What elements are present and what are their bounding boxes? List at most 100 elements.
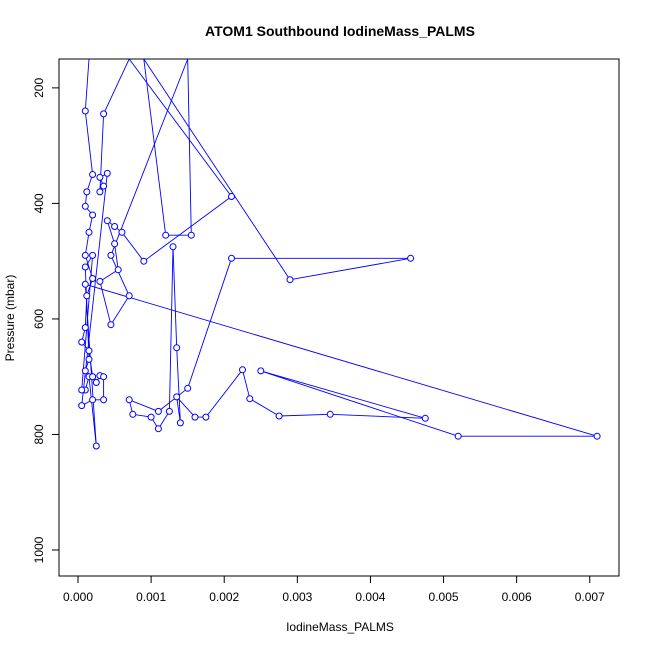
series-segment — [85, 283, 598, 437]
series-segment — [128, 58, 232, 197]
series-segment — [114, 243, 119, 270]
series-segment — [279, 413, 331, 417]
data-point — [162, 231, 170, 239]
data-point — [107, 251, 115, 259]
data-point — [83, 292, 91, 300]
series-segment — [242, 369, 251, 399]
data-point — [81, 280, 89, 288]
x-tick-label: 0.005 — [429, 590, 459, 604]
data-point — [140, 257, 148, 265]
data-point — [114, 266, 122, 274]
data-point — [100, 396, 108, 404]
data-point — [228, 193, 235, 200]
data-point — [100, 110, 108, 118]
data-point — [103, 217, 111, 225]
data-point — [85, 347, 93, 355]
y-axis: 200 400 600 800 1000 — [32, 78, 59, 563]
data-point — [118, 228, 126, 236]
data-point — [96, 277, 104, 285]
series-segment — [330, 413, 426, 419]
series-segment — [143, 196, 232, 262]
x-axis-label: IodineMass_PALMS — [286, 620, 394, 634]
data-point — [83, 188, 91, 196]
data-point — [100, 182, 108, 190]
plot-border — [58, 58, 620, 577]
data-point — [111, 240, 119, 248]
data-point — [228, 254, 235, 262]
data-point — [89, 275, 97, 282]
series-segment — [187, 258, 232, 389]
data-point — [78, 402, 86, 410]
data-point — [154, 425, 162, 433]
x-axis: 0.000 0.001 0.002 0.003 0.004 0.005 0.006 0.007 — [63, 576, 605, 604]
series-segment — [260, 370, 459, 437]
chart-title: ATOM1 Southbound IodineMass_PALMS — [205, 23, 475, 39]
data-point — [286, 276, 294, 284]
series-segment — [129, 399, 159, 412]
data-point — [96, 188, 104, 196]
x-tick-label: 0.003 — [282, 590, 312, 604]
data-point — [154, 407, 162, 415]
data-point — [173, 393, 181, 401]
series-segment — [172, 246, 178, 348]
data-point — [147, 413, 155, 421]
series-lines — [81, 58, 598, 447]
series-segment — [110, 255, 130, 296]
data-point — [176, 419, 184, 427]
data-point — [202, 413, 210, 421]
series-segment — [110, 295, 130, 325]
plot-area: 0.000 0.001 0.002 0.003 0.004 0.005 0.006 0.007… — [32, 58, 620, 604]
x-tick-label: 0.000 — [63, 590, 93, 604]
data-point — [81, 202, 89, 210]
data-point — [81, 263, 89, 271]
data-point — [89, 396, 97, 404]
y-tick-label: 400 — [32, 193, 46, 213]
series-points — [78, 107, 601, 450]
data-point — [89, 211, 97, 219]
data-point — [165, 407, 173, 415]
series-segment — [106, 220, 116, 244]
x-tick-label: 0.002 — [209, 590, 239, 604]
data-point — [454, 432, 462, 440]
data-point — [92, 379, 100, 386]
y-tick-label: 600 — [32, 309, 46, 329]
data-point — [593, 432, 601, 440]
x-tick-label: 0.001 — [136, 590, 166, 604]
series-segment — [84, 232, 90, 256]
series-segment — [143, 58, 167, 236]
series-segment — [84, 110, 94, 175]
data-point — [275, 412, 283, 420]
y-tick-label: 1000 — [32, 536, 46, 563]
data-point — [169, 243, 177, 251]
data-point — [89, 373, 97, 381]
data-point — [89, 171, 97, 178]
data-point — [125, 396, 133, 404]
series-segment — [143, 58, 291, 280]
data-point — [103, 169, 111, 177]
series-segment — [121, 232, 145, 262]
data-point — [78, 338, 86, 346]
data-point — [246, 395, 254, 403]
data-point — [107, 321, 115, 329]
x-tick-label: 0.004 — [355, 590, 385, 604]
data-point — [239, 366, 246, 374]
series-segment — [103, 58, 130, 115]
series-segment — [88, 376, 97, 447]
data-point — [89, 251, 97, 259]
series-segment — [176, 347, 181, 423]
series-segment — [110, 58, 189, 256]
data-point — [81, 251, 89, 259]
series-segment — [84, 58, 90, 112]
data-point — [129, 410, 137, 418]
data-point — [407, 254, 415, 262]
data-point — [92, 442, 100, 450]
data-point — [100, 373, 108, 381]
series-segment — [249, 398, 280, 417]
y-tick-label: 200 — [32, 78, 46, 98]
series-segment — [168, 246, 174, 412]
data-point — [125, 292, 133, 300]
series-segment — [289, 257, 411, 281]
data-point — [257, 367, 265, 375]
x-tick-label: 0.007 — [575, 590, 605, 604]
